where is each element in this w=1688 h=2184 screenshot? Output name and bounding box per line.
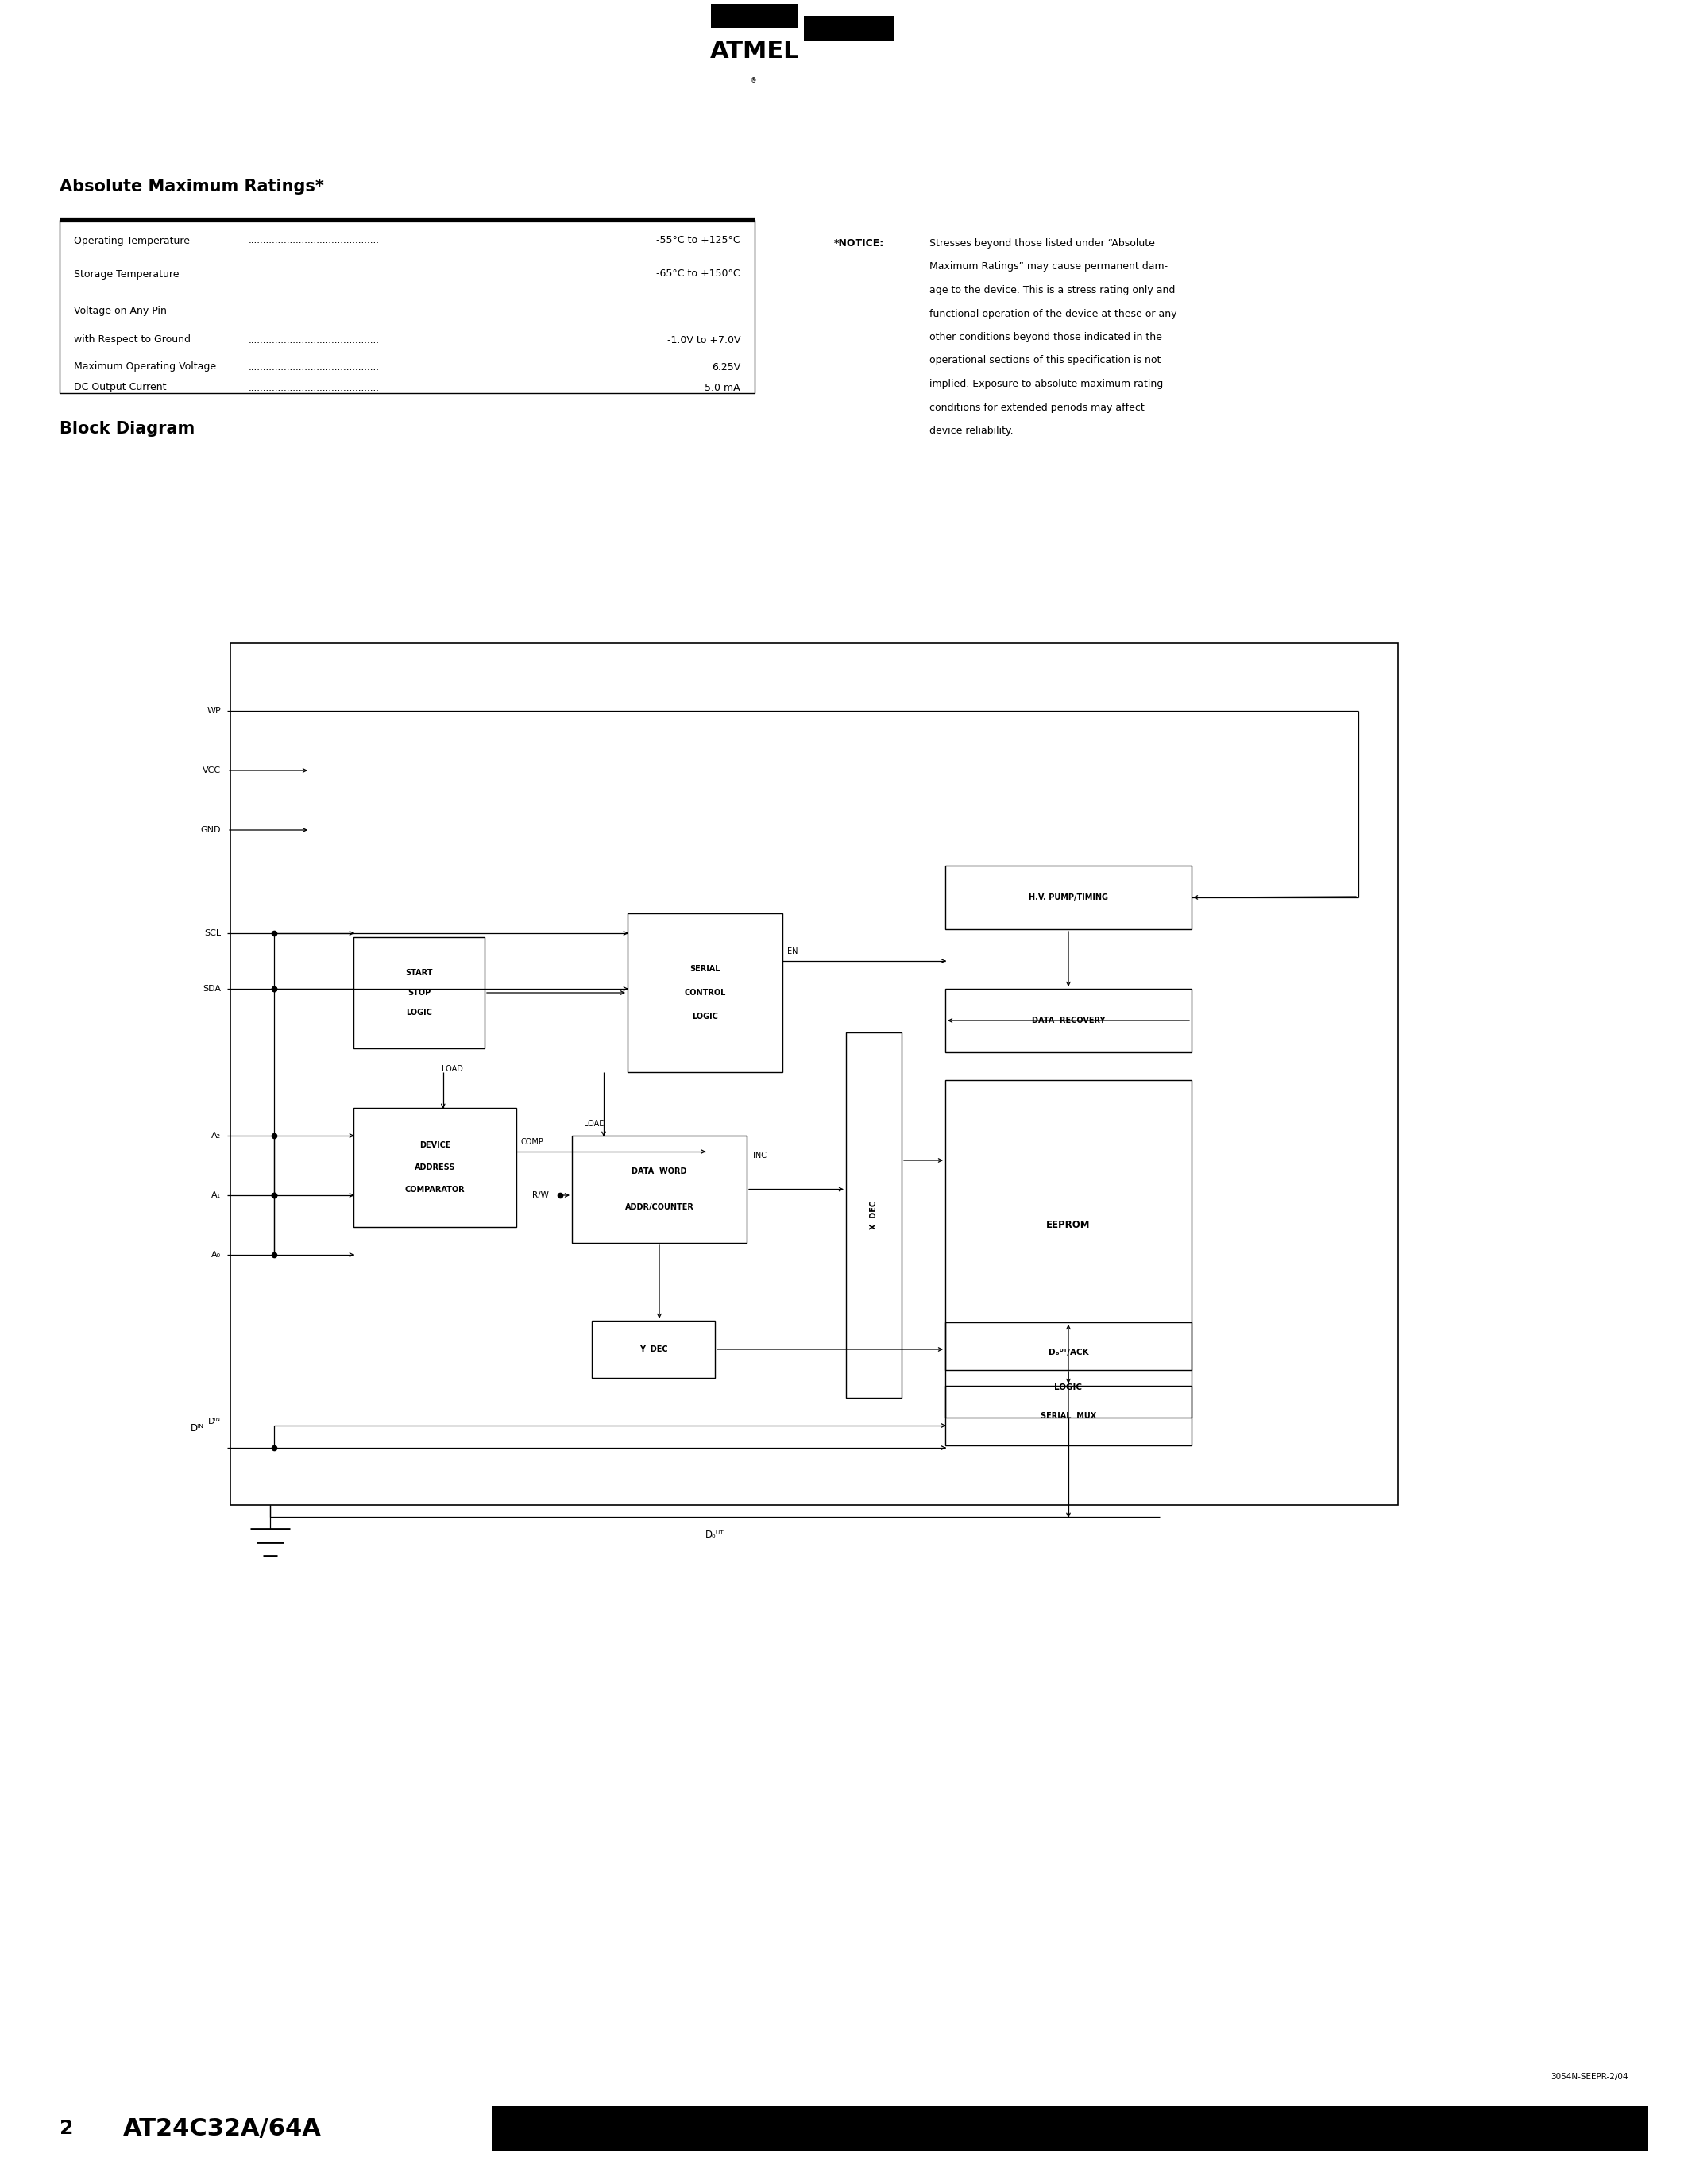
Text: Absolute Maximum Ratings*: Absolute Maximum Ratings*	[59, 179, 324, 194]
Text: age to the device. This is a stress rating only and: age to the device. This is a stress rati…	[930, 286, 1175, 295]
Text: ADDRESS: ADDRESS	[415, 1164, 456, 1171]
Text: LOGIC: LOGIC	[692, 1013, 717, 1020]
Text: VCC: VCC	[203, 767, 221, 775]
Text: Maximum Operating Voltage: Maximum Operating Voltage	[74, 363, 216, 371]
Text: Block Diagram: Block Diagram	[59, 422, 194, 437]
Text: SERIAL: SERIAL	[690, 965, 721, 972]
Text: AT24C32A/64A: AT24C32A/64A	[123, 2116, 322, 2140]
Text: ............................................: ........................................…	[248, 382, 380, 393]
Text: functional operation of the device at these or any: functional operation of the device at th…	[930, 308, 1177, 319]
Bar	[493, 2105, 1647, 2151]
Text: SDA: SDA	[203, 985, 221, 994]
Text: LOAD: LOAD	[442, 1066, 463, 1072]
Text: 2: 2	[59, 2118, 73, 2138]
Text: EEPROM: EEPROM	[1047, 1221, 1090, 1230]
Bar	[945, 1387, 1192, 1446]
Text: -1.0V to +7.0V: -1.0V to +7.0V	[667, 334, 741, 345]
Bar	[353, 937, 484, 1048]
Text: LOGIC: LOGIC	[1055, 1382, 1082, 1391]
Text: SCL: SCL	[204, 928, 221, 937]
Bar	[945, 989, 1192, 1053]
Text: -65°C to +150°C: -65°C to +150°C	[657, 269, 741, 280]
Text: EN: EN	[787, 948, 798, 954]
Text: Stresses beyond those listed under “Absolute: Stresses beyond those listed under “Abso…	[930, 238, 1155, 249]
Bar	[353, 1107, 517, 1227]
Text: CONTROL: CONTROL	[684, 989, 726, 996]
Text: Dᴵᴺ: Dᴵᴺ	[208, 1417, 221, 1426]
Text: DEVICE: DEVICE	[419, 1142, 451, 1149]
Text: LOAD: LOAD	[584, 1120, 606, 1127]
Bar	[59, 221, 755, 393]
Text: ADDR/COUNTER: ADDR/COUNTER	[625, 1203, 694, 1210]
Text: conditions for extended periods may affect: conditions for extended periods may affe…	[930, 402, 1144, 413]
Text: Dᴵᴺ: Dᴵᴺ	[191, 1422, 204, 1433]
Text: ............................................: ........................................…	[248, 236, 380, 247]
Text: DATA  RECOVERY: DATA RECOVERY	[1031, 1016, 1106, 1024]
Text: ............................................: ........................................…	[248, 269, 380, 280]
Text: ®: ®	[751, 76, 756, 85]
Text: COMPARATOR: COMPARATOR	[405, 1186, 464, 1195]
Text: 5.0 mA: 5.0 mA	[706, 382, 741, 393]
Text: Operating Temperature: Operating Temperature	[74, 236, 189, 247]
Text: Dₒᵁᵀ/ACK: Dₒᵁᵀ/ACK	[1048, 1348, 1089, 1356]
Text: Storage Temperature: Storage Temperature	[74, 269, 179, 280]
Text: Dₒᵁᵀ: Dₒᵁᵀ	[706, 1529, 724, 1540]
Text: *NOTICE:: *NOTICE:	[834, 238, 885, 249]
Text: 6.25V: 6.25V	[712, 363, 741, 371]
Text: DATA  WORD: DATA WORD	[631, 1168, 687, 1175]
Text: A₂: A₂	[211, 1131, 221, 1140]
Text: A₁: A₁	[211, 1190, 221, 1199]
Text: with Respect to Ground: with Respect to Ground	[74, 334, 191, 345]
Text: ............................................: ........................................…	[248, 363, 380, 371]
Text: DC Output Current: DC Output Current	[74, 382, 167, 393]
Text: ............................................: ........................................…	[248, 334, 380, 345]
Bar	[846, 1033, 901, 1398]
Text: Y  DEC: Y DEC	[640, 1345, 667, 1354]
Text: H.V. PUMP/TIMING: H.V. PUMP/TIMING	[1028, 893, 1107, 902]
Text: operational sections of this specification is not: operational sections of this specificati…	[930, 356, 1161, 365]
Bar	[230, 644, 1398, 1505]
Bar	[945, 1081, 1192, 1369]
Text: R/W: R/W	[532, 1190, 549, 1199]
Text: ATMEL: ATMEL	[711, 39, 800, 63]
Text: device reliability.: device reliability.	[930, 426, 1013, 437]
Text: Voltage on Any Pin: Voltage on Any Pin	[74, 306, 167, 317]
Text: other conditions beyond those indicated in the: other conditions beyond those indicated …	[930, 332, 1161, 343]
Bar	[592, 1321, 716, 1378]
Text: SERIAL  MUX: SERIAL MUX	[1040, 1411, 1096, 1420]
Text: 3054N-SEEPR-2/04: 3054N-SEEPR-2/04	[1551, 2073, 1629, 2081]
Text: Maximum Ratings” may cause permanent dam-: Maximum Ratings” may cause permanent dam…	[930, 262, 1168, 273]
Text: INC: INC	[753, 1151, 766, 1160]
Text: WP: WP	[206, 708, 221, 714]
Text: START: START	[405, 970, 432, 976]
Text: GND: GND	[201, 826, 221, 834]
Text: STOP: STOP	[407, 989, 430, 996]
Text: A₀: A₀	[211, 1251, 221, 1258]
Bar	[711, 4, 798, 28]
Text: implied. Exposure to absolute maximum rating: implied. Exposure to absolute maximum ra…	[930, 378, 1163, 389]
Bar	[803, 15, 893, 41]
Bar	[572, 1136, 746, 1243]
Text: -55°C to +125°C: -55°C to +125°C	[657, 236, 741, 247]
Bar	[945, 865, 1192, 928]
Bar	[628, 913, 783, 1072]
Text: COMP: COMP	[520, 1138, 544, 1147]
Text: X  DEC: X DEC	[869, 1201, 878, 1230]
Text: LOGIC: LOGIC	[407, 1009, 432, 1016]
Bar	[945, 1321, 1192, 1417]
